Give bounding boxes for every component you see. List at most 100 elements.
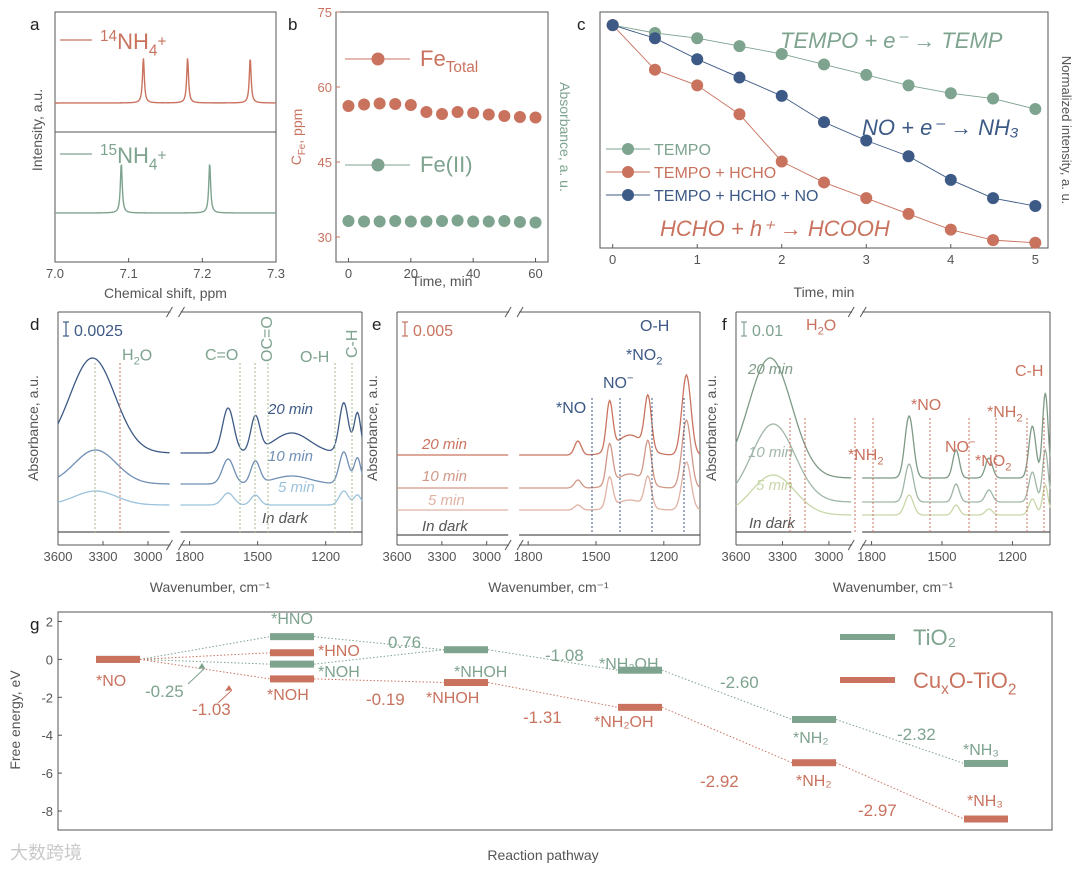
- panel-g-level-1: [444, 679, 488, 687]
- panel-c-point-1: [818, 176, 830, 189]
- panel-g-arrowhead-red: [225, 685, 232, 691]
- panel-a-letter: a: [30, 15, 40, 34]
- panel-e-series-label-3: In dark: [422, 518, 469, 535]
- panel-b-point-1: [358, 215, 371, 228]
- panel-b-point-0: [436, 108, 448, 120]
- panel-g-level-label-teal: *NH₂OH: [599, 656, 659, 673]
- panel-b-point-0: [389, 98, 402, 110]
- panel-g-level-label-red: *HNO: [318, 643, 360, 660]
- panel-g-letter: g: [30, 615, 39, 634]
- panel-c-annotation-no: NO + e⁻ → NH₃: [862, 115, 1019, 140]
- panel-f-xtick-label: 3000: [814, 549, 843, 564]
- panel-d-spectrum-lo-1: [180, 451, 363, 485]
- panel-c-point-0: [860, 68, 873, 81]
- panel-c-legend-marker-0: [622, 143, 634, 155]
- panel-g-level-0: [444, 646, 488, 654]
- panel-d-break-mark: [178, 539, 185, 551]
- panel-g-level-label-teal: *NH₃: [963, 742, 999, 759]
- panel-b-point-1: [373, 215, 386, 228]
- panel-e-xtick-label: 3600: [383, 549, 412, 564]
- panel-c-point-2: [648, 32, 661, 45]
- panel-e-xtick-label: 3300: [427, 549, 456, 564]
- panel-e-annotation-2: *NO2: [626, 347, 662, 367]
- panel-e-series-label-0: 20 min: [421, 436, 467, 453]
- panel-f-break-mark: [847, 539, 855, 551]
- panel-b-point-0: [358, 98, 371, 111]
- panel-b-xlabel: Time, min: [412, 273, 473, 289]
- panel-g-connector-0: [139, 636, 271, 660]
- panel-a-xtick-label: 7.0: [46, 266, 64, 281]
- panel-f-annotation-5: *NH2: [987, 404, 1023, 424]
- panel-b-point-0: [342, 100, 355, 112]
- panel-b-point-0: [498, 110, 511, 122]
- panel-d-series-label-3: In dark: [262, 510, 309, 527]
- panel-d-annotation-0: H2O: [122, 347, 152, 367]
- panel-b-ytick-label: 30: [318, 230, 332, 245]
- panel-g-connector-0: [313, 649, 445, 665]
- panel-b-point-0: [482, 108, 495, 121]
- panel-c-xlabel: Time, min: [794, 284, 855, 300]
- panel-f-xtick-label: 3300: [768, 549, 797, 564]
- panel-f-annotation-3: NO−: [945, 437, 976, 456]
- panel-a-legend-label-1: 15NH4+: [100, 142, 166, 173]
- panel-c-point-0: [987, 92, 1000, 105]
- panel-c-point-2: [733, 71, 746, 84]
- panel-c-point-2: [606, 19, 619, 32]
- panel-g-xlabel: Reaction pathway: [487, 847, 598, 863]
- panel-g-arrow-teal: [187, 667, 206, 685]
- panel-g-legend-label-1: CuxO-TiO2: [913, 668, 1016, 698]
- panel-g-level-label-red: *NHOH: [426, 690, 479, 707]
- panel-f-scale-label: 0.01: [752, 323, 783, 340]
- panel-d-spectrum-hi-1: [57, 449, 170, 485]
- panel-g-level-0: [270, 660, 314, 668]
- panel-g-connector-1: [313, 678, 445, 684]
- panel-d-letter: d: [30, 315, 39, 334]
- panel-f-spectrum-lo-0: [862, 392, 1051, 479]
- panel-g-connector-0: [139, 658, 271, 665]
- panel-d-xtick-label: 1800: [175, 549, 204, 564]
- panel-g-level-label-red: *NO: [96, 673, 126, 690]
- panel-e-series-label-1: 10 min: [422, 468, 467, 485]
- panel-a-frame: [54, 11, 277, 263]
- panel-f-break-mark: [847, 306, 855, 318]
- panel-f-xtick-label: 3600: [722, 549, 751, 564]
- panel-b-xtick-label: 60: [528, 266, 542, 281]
- panel-d-annotation-2: OC=O: [259, 316, 276, 362]
- panel-c-point-1: [987, 234, 1000, 247]
- panel-b-point-0: [373, 97, 386, 110]
- panel-c-point-0: [1029, 103, 1042, 116]
- panel-g-connector-1: [661, 706, 793, 764]
- panel-c-xtick-label: 3: [863, 252, 870, 267]
- panel-c-point-0: [944, 87, 957, 100]
- panel-e-break-mark: [504, 539, 512, 551]
- panel-b-xtick-label: 20: [404, 266, 418, 281]
- panel-g-level-label-red: *NH₃: [967, 793, 1003, 810]
- panel-f-annotation-2: *NO: [911, 397, 941, 414]
- panel-g-arrowhead-teal: [198, 663, 205, 669]
- panel-f-spectrum-hi-1: [735, 423, 852, 503]
- panel-c-xtick-label: 5: [1032, 252, 1039, 267]
- panel-g-ytick-label: -4: [41, 728, 53, 743]
- panel-d-break-mark: [166, 539, 173, 551]
- panel-g-step-value-red: -1.31: [523, 708, 562, 727]
- panel-g-step-value-red: -0.19: [366, 690, 405, 709]
- panel-b-point-0: [451, 106, 464, 118]
- panel-g-step-value-red: -1.03: [192, 700, 231, 719]
- panel-f-annotation-1: *NH2: [848, 447, 884, 467]
- panel-f-series-label-3: In dark: [749, 515, 796, 532]
- panel-d-xtick-label: 3000: [134, 549, 163, 564]
- panel-f-annotation-6: C-H: [1015, 363, 1043, 380]
- panel-e-scale-label: 0.005: [413, 323, 453, 340]
- panel-f-series-label-0: 20 min: [747, 361, 793, 378]
- panel-g-arrow-red: [217, 689, 233, 704]
- panel-a-xlabel: Chemical shift, ppm: [104, 285, 227, 301]
- panel-d-break-mark: [178, 306, 185, 318]
- panel-d-spectrum-hi-0: [57, 357, 170, 454]
- panel-e-ylabel: Absorbance, a.u.: [364, 375, 380, 481]
- panel-d-xlabel: Wavenumber, cm⁻¹: [150, 579, 271, 595]
- panel-g-ytick-label: 0: [46, 652, 53, 667]
- panel-c-point-1: [902, 207, 915, 220]
- panel-g-ylabel: Free energy, eV: [7, 670, 23, 770]
- panel-b-frame: [335, 11, 549, 263]
